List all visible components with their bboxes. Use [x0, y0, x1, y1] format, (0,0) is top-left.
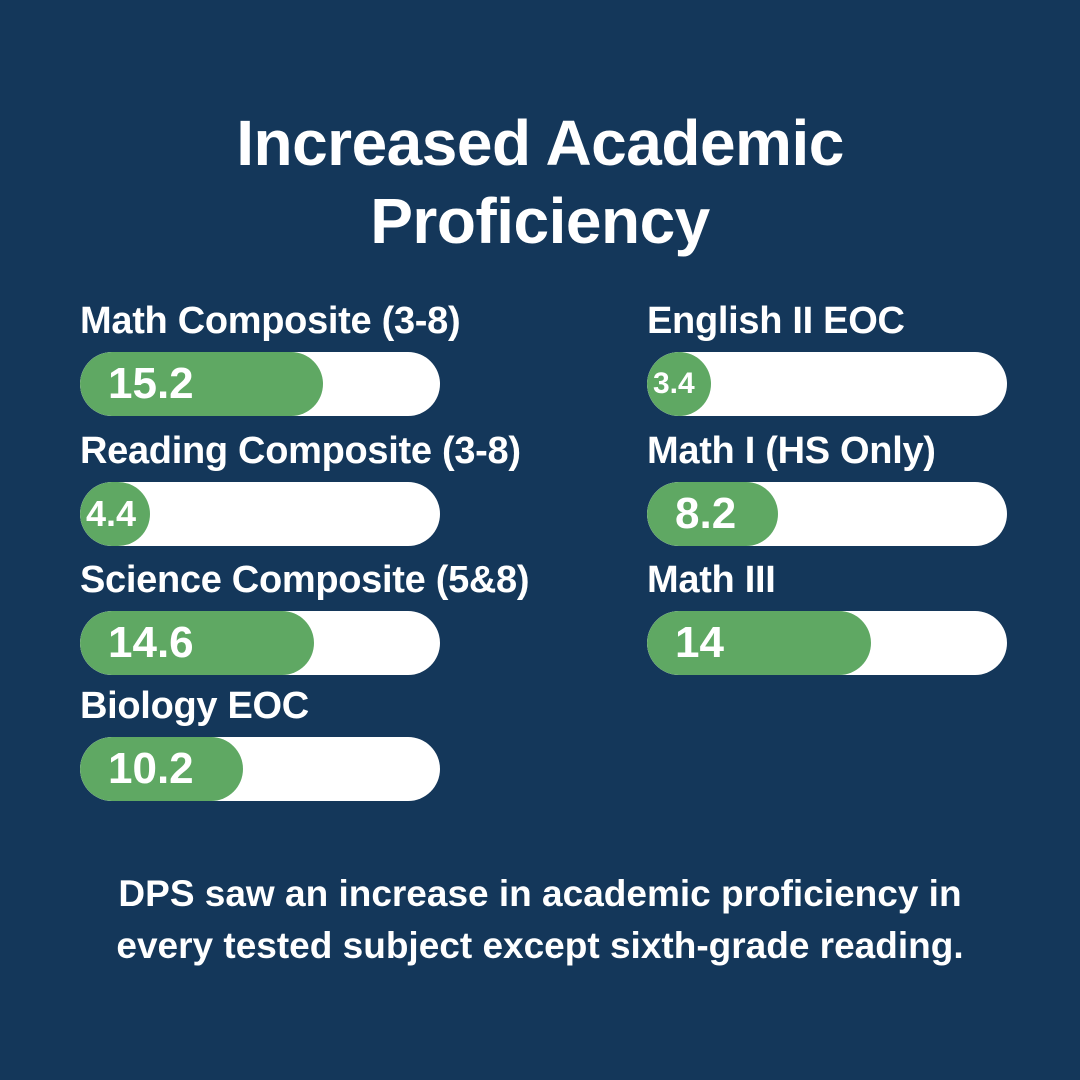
bar-track: 14.6 [80, 611, 440, 675]
bar-item-english-ii-eoc: English II EOC 3.4 [647, 298, 1007, 416]
footer-line-2: every tested subject except sixth-grade … [116, 925, 964, 966]
bar-value-label: 8.2 [675, 489, 737, 538]
bar-label: Math Composite (3-8) [80, 300, 461, 342]
bar-label: Math I (HS Only) [647, 430, 936, 472]
bar-item-math-composite: Math Composite (3-8) 15.2 [80, 298, 461, 416]
title-line-1: Increased Academic [236, 107, 844, 179]
bar-value-label: 15.2 [108, 359, 194, 408]
bar-fill [647, 611, 871, 675]
bar-fill [80, 352, 323, 416]
bar-label: Science Composite (5&8) [80, 559, 530, 601]
bar-label: Biology EOC [80, 685, 309, 727]
bar-item-math-iii: Math III 14 [647, 557, 1007, 675]
bar-track: 4.4 [80, 482, 440, 546]
footer-caption: DPS saw an increase in academic proficie… [60, 868, 1020, 972]
title-line-2: Proficiency [370, 185, 710, 257]
bar-label: Math III [647, 559, 776, 601]
chart-title: Increased Academic Proficiency [0, 104, 1080, 260]
bar-fill [647, 482, 778, 546]
bar-label: Reading Composite (3-8) [80, 430, 521, 472]
footer-line-1: DPS saw an increase in academic proficie… [118, 873, 962, 914]
bar-track: 8.2 [647, 482, 1007, 546]
bar-item-science-composite: Science Composite (5&8) 14.6 [80, 557, 530, 675]
bar-value-label: 4.4 [86, 493, 137, 534]
bar-value-label: 10.2 [108, 744, 194, 793]
bar-track: 14 [647, 611, 1007, 675]
bar-value-label: 14 [675, 618, 724, 667]
bar-fill [80, 737, 243, 801]
bar-value-label: 3.4 [653, 367, 695, 400]
bar-fill [647, 352, 711, 416]
bar-item-math-i: Math I (HS Only) 8.2 [647, 428, 1007, 546]
bar-item-biology-eoc: Biology EOC 10.2 [80, 683, 440, 801]
bar-fill [80, 482, 150, 546]
bar-item-reading-composite: Reading Composite (3-8) 4.4 [80, 428, 521, 546]
bar-fill [80, 611, 314, 675]
bar-track: 15.2 [80, 352, 440, 416]
bar-track: 10.2 [80, 737, 440, 801]
bar-label: English II EOC [647, 300, 905, 342]
bar-value-label: 14.6 [108, 618, 194, 667]
bar-track: 3.4 [647, 352, 1007, 416]
